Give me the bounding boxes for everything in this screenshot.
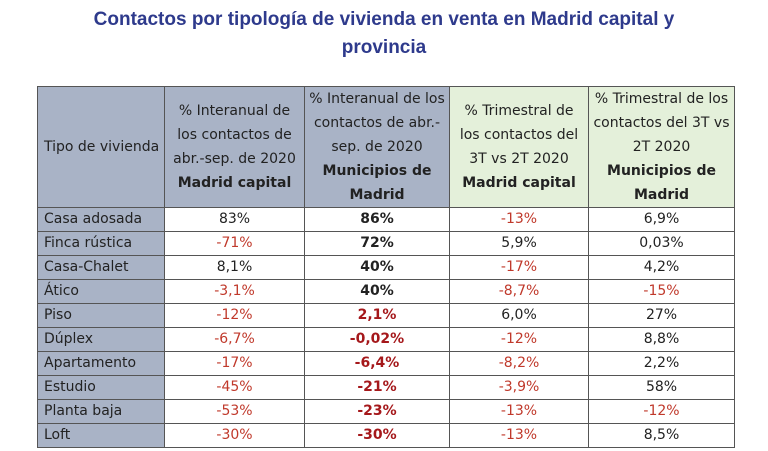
cell-inter-municipios: 40% (304, 279, 450, 304)
cell-inter-municipios: -6,4% (304, 351, 450, 376)
cell-inter-capital: -12% (164, 303, 305, 328)
cell-tipo: Estudio (37, 375, 165, 400)
cell-trim-municipios: -12% (588, 399, 735, 424)
cell-inter-capital: -53% (164, 399, 305, 424)
cell-inter-municipios: -30% (304, 423, 450, 448)
cell-trim-capital: -13% (449, 399, 589, 424)
cell-tipo: Loft (37, 423, 165, 448)
header-trimestral-capital: % Trimestral de los contactos del 3T vs … (449, 86, 589, 208)
cell-inter-municipios: -0,02% (304, 327, 450, 352)
header-text: % Trimestral de los contactos del 3T vs … (593, 91, 730, 155)
cell-inter-capital: -6,7% (164, 327, 305, 352)
cell-trim-municipios: 0,03% (588, 231, 735, 256)
table-row: Casa adosada 83% 86% -13% 6,9% (37, 207, 735, 232)
cell-trim-capital: -8,2% (449, 351, 589, 376)
cell-tipo: Piso (37, 303, 165, 328)
header-text: Tipo de vivienda (44, 139, 160, 155)
cell-trim-capital: -8,7% (449, 279, 589, 304)
cell-inter-capital: -71% (164, 231, 305, 256)
cell-trim-capital: -12% (449, 327, 589, 352)
cell-inter-municipios: -21% (304, 375, 450, 400)
table-row: Estudio -45% -21% -3,9% 58% (37, 375, 735, 400)
cell-inter-municipios: 40% (304, 255, 450, 280)
header-trimestral-municipios: % Trimestral de los contactos del 3T vs … (588, 86, 735, 208)
cell-trim-municipios: 2,2% (588, 351, 735, 376)
cell-tipo: Finca rústica (37, 231, 165, 256)
header-text: % Interanual de los contactos de abr.-se… (309, 91, 445, 155)
cell-tipo: Ático (37, 279, 165, 304)
header-text: % Interanual de los contactos de abr.-se… (173, 103, 296, 167)
table-row: Dúplex -6,7% -0,02% -12% 8,8% (37, 327, 735, 352)
cell-inter-capital: -17% (164, 351, 305, 376)
header-interanual-capital: % Interanual de los contactos de abr.-se… (164, 86, 305, 208)
cell-trim-municipios: 58% (588, 375, 735, 400)
table-row: Apartamento -17% -6,4% -8,2% 2,2% (37, 351, 735, 376)
header-bold-text: Madrid capital (177, 175, 292, 191)
cell-trim-capital: -13% (449, 423, 589, 448)
cell-inter-municipios: 86% (304, 207, 450, 232)
table-row: Ático -3,1% 40% -8,7% -15% (37, 279, 735, 304)
cell-inter-capital: -45% (164, 375, 305, 400)
cell-trim-capital: -3,9% (449, 375, 589, 400)
table-row: Loft -30% -30% -13% 8,5% (37, 423, 735, 448)
cell-inter-municipios: -23% (304, 399, 450, 424)
cell-trim-municipios: 4,2% (588, 255, 735, 280)
cell-tipo: Planta baja (37, 399, 165, 424)
header-tipo-vivienda: Tipo de vivienda (37, 86, 165, 208)
table-row: Planta baja -53% -23% -13% -12% (37, 399, 735, 424)
header-interanual-municipios: % Interanual de los contactos de abr.-se… (304, 86, 450, 208)
cell-tipo: Casa-Chalet (37, 255, 165, 280)
cell-trim-capital: 5,9% (449, 231, 589, 256)
page-title: Contactos por tipología de vivienda en v… (0, 6, 768, 62)
title-line-2: provincia (341, 37, 427, 58)
cell-inter-capital: -30% (164, 423, 305, 448)
header-bold-text: Municipios de Madrid (607, 163, 716, 203)
cell-tipo: Apartamento (37, 351, 165, 376)
header-text: % Trimestral de los contactos del 3T vs … (459, 103, 579, 167)
cell-tipo: Casa adosada (37, 207, 165, 232)
cell-inter-capital: 83% (164, 207, 305, 232)
cell-trim-municipios: 8,8% (588, 327, 735, 352)
cell-tipo: Dúplex (37, 327, 165, 352)
cell-trim-municipios: 27% (588, 303, 735, 328)
cell-inter-municipios: 2,1% (304, 303, 450, 328)
title-line-1: Contactos por tipología de vivienda en v… (93, 9, 675, 30)
table-row: Casa-Chalet 8,1% 40% -17% 4,2% (37, 255, 735, 280)
cell-trim-municipios: -15% (588, 279, 735, 304)
header-bold-text: Madrid capital (462, 175, 576, 191)
cell-trim-capital: -13% (449, 207, 589, 232)
table-row: Finca rústica -71% 72% 5,9% 0,03% (37, 231, 735, 256)
cell-trim-municipios: 6,9% (588, 207, 735, 232)
cell-trim-municipios: 8,5% (588, 423, 735, 448)
cell-trim-capital: -17% (449, 255, 589, 280)
header-bold-text: Municipios de Madrid (322, 163, 432, 203)
cell-inter-municipios: 72% (304, 231, 450, 256)
cell-trim-capital: 6,0% (449, 303, 589, 328)
cell-inter-capital: 8,1% (164, 255, 305, 280)
table-header-row: Tipo de vivienda % Interanual de los con… (37, 86, 735, 208)
contacts-table: Tipo de vivienda % Interanual de los con… (37, 86, 735, 448)
cell-inter-capital: -3,1% (164, 279, 305, 304)
table-row: Piso -12% 2,1% 6,0% 27% (37, 303, 735, 328)
